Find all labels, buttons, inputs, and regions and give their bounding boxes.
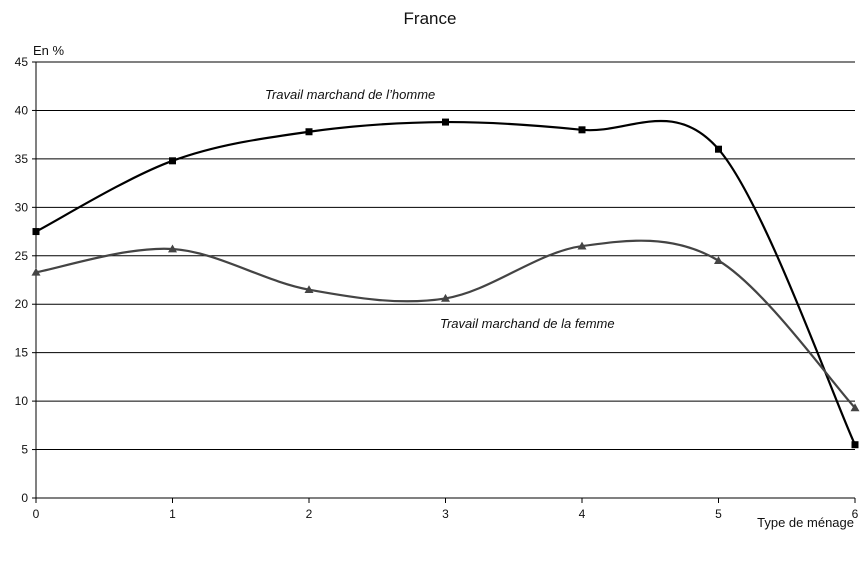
chart-title: France bbox=[404, 9, 457, 28]
y-tick-label-5: 5 bbox=[21, 443, 28, 457]
point-s1-4 bbox=[577, 241, 587, 250]
series-label-homme: Travail marchand de l’homme bbox=[265, 87, 435, 102]
point-s0-6 bbox=[851, 441, 859, 449]
y-tick-label-40: 40 bbox=[15, 103, 29, 117]
axes bbox=[32, 61, 856, 503]
point-s0-0 bbox=[32, 228, 40, 236]
x-tick-label-1: 1 bbox=[169, 507, 176, 521]
point-s1-5 bbox=[714, 256, 723, 264]
y-tick-label-0: 0 bbox=[21, 491, 28, 505]
x-tick-label-5: 5 bbox=[715, 507, 722, 521]
series-line-0 bbox=[35, 119, 856, 446]
point-s0-2 bbox=[305, 128, 313, 136]
point-s0-3 bbox=[442, 118, 449, 126]
series-markers bbox=[31, 118, 860, 449]
x-tick-labels: 0 1 2 3 4 5 6 bbox=[33, 507, 859, 521]
series-lines bbox=[35, 119, 856, 446]
y-tick-labels: 0 5 10 15 20 25 30 35 40 45 bbox=[15, 55, 29, 505]
y-tick-label-10: 10 bbox=[15, 394, 29, 408]
y-tick-label-35: 35 bbox=[15, 152, 29, 166]
y-tick-label-45: 45 bbox=[15, 55, 29, 69]
point-s0-4 bbox=[578, 126, 586, 134]
x-tick-label-4: 4 bbox=[579, 507, 586, 521]
point-s1-3 bbox=[441, 293, 450, 302]
x-tick-label-0: 0 bbox=[33, 507, 40, 521]
y-tick-label-20: 20 bbox=[15, 297, 29, 311]
x-tick-label-6: 6 bbox=[852, 507, 859, 521]
y-axis-label: En % bbox=[33, 43, 65, 58]
series-label-femme: Travail marchand de la femme bbox=[440, 316, 615, 331]
x-tick-label-3: 3 bbox=[442, 507, 449, 521]
y-tick-label-30: 30 bbox=[15, 200, 29, 214]
point-s1-1 bbox=[168, 244, 177, 253]
point-s1-0 bbox=[31, 267, 41, 276]
x-tick-label-2: 2 bbox=[306, 507, 313, 521]
x-axis-label: Type de ménage bbox=[757, 515, 854, 530]
point-s0-5 bbox=[715, 145, 722, 153]
point-s1-2 bbox=[304, 285, 314, 294]
y-tick-label-25: 25 bbox=[15, 249, 29, 263]
y-tick-label-15: 15 bbox=[15, 346, 29, 360]
point-s0-1 bbox=[169, 157, 176, 165]
point-s1-6 bbox=[850, 403, 860, 412]
